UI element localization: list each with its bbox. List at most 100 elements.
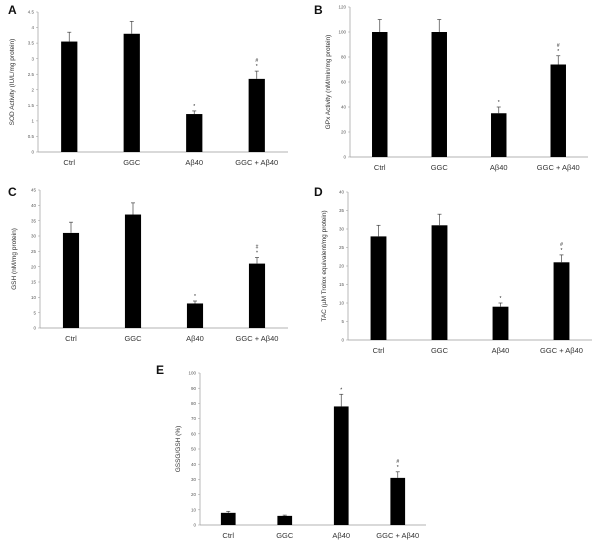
y-tick-label: 3.5 — [28, 41, 35, 46]
significance-marker: * — [256, 64, 258, 70]
panel-letter-c: C — [8, 185, 17, 199]
bar — [370, 236, 387, 340]
panel-letter-d: D — [314, 185, 323, 199]
y-tick-label: 0.5 — [28, 134, 35, 139]
x-tick-label: GGC + Aβ40 — [236, 334, 279, 343]
y-tick-label: 0 — [341, 338, 344, 343]
significance-marker: # — [255, 58, 258, 64]
significance-marker: * — [194, 294, 196, 300]
y-tick-label: 10 — [31, 295, 37, 300]
significance-marker: * — [557, 49, 559, 55]
x-tick-label: GGC — [276, 531, 294, 540]
y-tick-label: 5 — [33, 310, 36, 315]
x-tick-label: Ctrl — [222, 531, 234, 540]
bar — [431, 32, 447, 157]
significance-marker: * — [193, 104, 195, 110]
x-tick-label: Ctrl — [63, 158, 75, 167]
y-tick-label: 2 — [31, 87, 34, 92]
chart-panel-d: D 0 5 10 15 20 25 30 35 40 TAC (µM Trolox equival… — [300, 182, 600, 362]
y-axis-label: TAC (µM Trolox equivalent/mg protein) — [321, 210, 328, 321]
y-tick-label: 25 — [31, 249, 37, 254]
bar — [186, 303, 204, 328]
bar — [372, 32, 388, 157]
y-tick-label: 1 — [31, 118, 34, 123]
x-tick-label: GGC — [431, 163, 449, 172]
chart-panel-b: B 0 20 40 60 80 100 120 GPx Activity (nM/min/mg… — [300, 0, 600, 180]
y-tick-label: 1.5 — [28, 103, 35, 108]
significance-marker: * — [256, 250, 258, 256]
y-tick-label: 10 — [191, 507, 197, 512]
significance-marker: * — [500, 296, 502, 302]
bar — [277, 515, 293, 525]
y-tick-label: 80 — [341, 55, 347, 60]
y-tick-label: 30 — [339, 227, 345, 232]
significance-marker: * — [397, 465, 399, 471]
y-axis-label: GSSG/GSH (%) — [175, 426, 182, 473]
bar — [550, 64, 566, 157]
y-tick-label: 40 — [191, 462, 197, 467]
x-tick-label: Aβ40 — [490, 163, 508, 172]
y-tick-label: 60 — [341, 80, 347, 85]
bar — [248, 78, 265, 152]
y-tick-label: 4 — [31, 25, 34, 30]
x-tick-label: GGC — [431, 346, 449, 355]
y-tick-label: 25 — [339, 245, 345, 250]
bar — [220, 512, 236, 525]
y-tick-label: 45 — [31, 188, 37, 193]
y-tick-label: 120 — [338, 5, 346, 10]
chart-d-svg: 0 5 10 15 20 25 30 35 40 TAC (µM Trolox equivalen… — [321, 190, 592, 355]
y-tick-label: 5 — [341, 319, 344, 324]
y-axis-label: GSH (nM/mg protein) — [11, 228, 18, 290]
x-tick-label: Aβ40 — [186, 334, 204, 343]
y-tick-label: 30 — [31, 234, 37, 239]
y-tick-label: 35 — [339, 208, 345, 213]
x-tick-label: GGC + Aβ40 — [235, 158, 278, 167]
y-tick-label: 90 — [191, 386, 197, 391]
significance-marker: * — [498, 100, 500, 106]
y-tick-label: 0 — [33, 326, 36, 331]
bar — [124, 214, 142, 328]
x-tick-label: Ctrl — [373, 346, 385, 355]
panel-letter-e: E — [156, 363, 165, 377]
y-tick-label: 20 — [31, 264, 37, 269]
bar — [491, 113, 507, 157]
y-tick-label: 20 — [191, 492, 197, 497]
x-tick-label: Ctrl — [374, 163, 386, 172]
y-tick-label: 100 — [188, 371, 196, 376]
panel-letter-b: B — [314, 3, 323, 17]
y-tick-label: 50 — [191, 447, 197, 452]
x-tick-label: Ctrl — [65, 334, 77, 343]
y-tick-label: 20 — [341, 130, 347, 135]
y-tick-label: 10 — [339, 301, 345, 306]
x-tick-label: Aβ40 — [492, 346, 510, 355]
bar — [186, 114, 203, 152]
y-tick-label: 3 — [31, 56, 34, 61]
bar — [553, 262, 570, 340]
bar — [333, 406, 349, 525]
bar — [61, 41, 78, 152]
significance-marker: * — [340, 387, 342, 393]
chart-e-svg: 0 10 20 30 40 50 60 70 80 90 100 GSSG/GSH (%) Ctrl GG… — [175, 371, 426, 540]
bar — [123, 33, 140, 152]
y-tick-label: 70 — [191, 416, 197, 421]
y-tick-label: 100 — [338, 30, 346, 35]
y-axis-label: SOD Activity (IU/L/mg protein) — [9, 39, 16, 126]
y-tick-label: 2.5 — [28, 72, 35, 77]
y-tick-label: 60 — [191, 431, 197, 436]
bar — [492, 306, 509, 340]
chart-c-svg: 0 5 10 15 20 25 30 35 40 45 GSH (nM/mg protein) Ctr… — [11, 188, 288, 343]
bar — [248, 263, 266, 328]
significance-marker: * — [561, 248, 563, 254]
x-tick-label: GGC + Aβ40 — [376, 531, 419, 540]
y-tick-label: 40 — [339, 190, 345, 195]
y-tick-label: 40 — [341, 105, 347, 110]
significance-marker: # — [557, 43, 560, 49]
y-tick-label: 0 — [193, 523, 196, 528]
chart-panel-c: C 0 5 10 15 20 25 30 35 40 45 GSH (nM/mg protein) C… — [0, 182, 300, 362]
x-tick-label: GGC + Aβ40 — [537, 163, 580, 172]
bar — [390, 477, 406, 525]
x-tick-label: Aβ40 — [185, 158, 203, 167]
x-tick-label: GGC — [124, 334, 142, 343]
y-tick-label: 0 — [31, 150, 34, 155]
bar — [431, 225, 448, 340]
